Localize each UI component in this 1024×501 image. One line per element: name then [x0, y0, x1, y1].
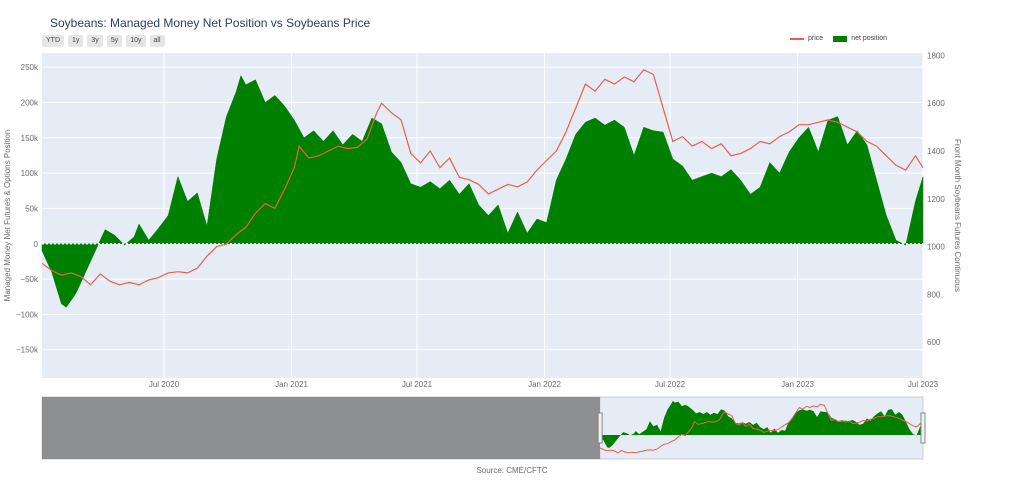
x-tick-label: Jul 2021	[402, 380, 433, 389]
y-tick-label: 250k	[21, 63, 39, 72]
series-area-net-position	[41, 74, 924, 308]
y2-tick-label: 1600	[927, 99, 945, 108]
x-tick-label: Jan 2021	[275, 380, 308, 389]
y-tick-label: 0	[34, 240, 39, 249]
x-tick-label: Jan 2022	[528, 380, 561, 389]
y2-axis-title: Front Month Soybeans Futures Continuous	[953, 139, 962, 292]
legend-swatch-price	[790, 37, 804, 40]
y2-tick-label: 800	[927, 290, 941, 299]
y-tick-label: −100k	[16, 310, 39, 319]
y-axis-title: Managed Money Net Futures & Options Posi…	[3, 130, 12, 302]
y-tick-label: 50k	[25, 204, 39, 213]
range-button-all[interactable]: all	[149, 35, 165, 47]
range-slider-mask	[42, 397, 601, 459]
legend: price net position	[790, 35, 887, 42]
range-selector: YTD 1y 3y 5y 10y all	[42, 35, 165, 47]
legend-label-price: price	[808, 35, 824, 42]
range-slider-area-net-position	[600, 400, 923, 448]
range-button-ytd[interactable]: YTD	[42, 35, 64, 47]
y2-tick-label: 1000	[927, 243, 945, 252]
x-tick-label: Jul 2020	[149, 380, 180, 389]
range-slider-handle-right	[920, 412, 926, 444]
y2-tick-label: 1200	[927, 195, 945, 204]
legend-swatch-net-position	[833, 35, 848, 42]
y-tick-label: −150k	[16, 346, 39, 355]
y2-tick-label: 600	[927, 338, 941, 347]
range-button-10y[interactable]: 10y	[126, 35, 146, 47]
y-tick-label: 100k	[21, 169, 39, 178]
x-tick-label: Jul 2023	[908, 380, 939, 389]
legend-item-price[interactable]: price	[790, 35, 823, 42]
y-tick-label: −50k	[20, 275, 39, 284]
range-button-3y[interactable]: 3y	[87, 35, 103, 47]
range-slider-handle-left	[597, 412, 603, 444]
y-tick-label: 200k	[21, 98, 39, 107]
legend-item-net-position[interactable]: net position	[833, 35, 887, 42]
source-note: Source: CME/CFTC	[476, 466, 548, 475]
series-line-price	[41, 68, 924, 286]
chart-title: Soybeans: Managed Money Net Position vs …	[50, 16, 371, 30]
legend-label-net-position: net position	[851, 35, 887, 42]
range-slider-line-price	[599, 403, 924, 454]
y-tick-label: 150k	[21, 134, 39, 143]
y2-tick-label: 1800	[927, 51, 945, 60]
range-button-1y[interactable]: 1y	[68, 35, 84, 47]
range-button-5y[interactable]: 5y	[106, 35, 123, 47]
x-tick-label: Jul 2022	[655, 380, 686, 389]
y2-tick-label: 1400	[927, 147, 945, 156]
x-tick-label: Jan 2023	[781, 380, 814, 389]
